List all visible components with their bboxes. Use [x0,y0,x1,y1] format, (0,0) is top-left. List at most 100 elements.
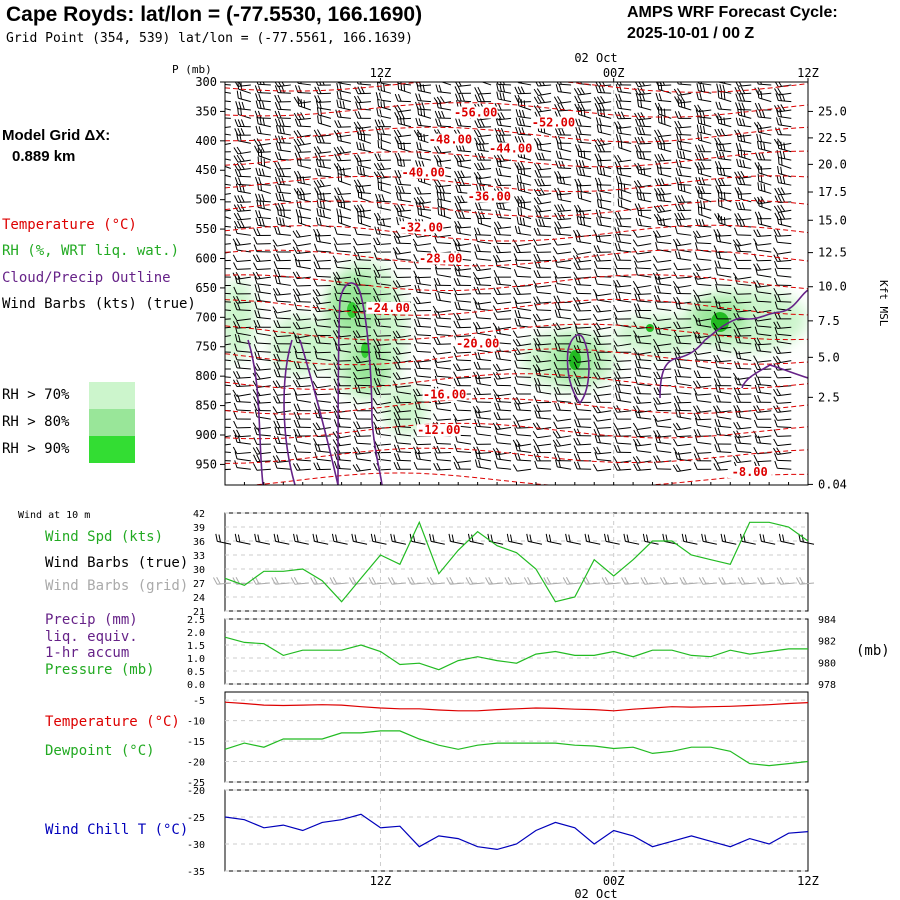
barb-flag [780,187,786,195]
wind-barb [674,335,692,345]
barb-flag [413,429,418,437]
barb-flag [260,145,265,153]
barb-flag [774,88,779,96]
barb-flag [534,284,538,293]
wind-barb [755,152,772,161]
barb-staff [517,443,532,447]
wind-barb [225,243,231,246]
barb-staff [538,184,552,187]
barb-staff [598,190,612,195]
barb-flag [373,387,378,395]
barb-staff [697,293,712,297]
wind-barb [774,326,792,337]
barb-flag [613,405,618,413]
barb-flag [395,330,401,338]
legend-rh80-swatch [89,409,135,436]
barb-flag [277,207,279,215]
barb-flag [497,102,502,111]
barb-flag [652,397,658,405]
wind-barb [478,82,492,86]
barb-flag [613,304,618,312]
wind-barb [475,176,492,186]
barb-flag [596,107,600,116]
wind-barb [614,384,632,395]
barb-staff [316,318,331,321]
wind-barb [574,419,592,428]
wind-barb [273,412,291,421]
label-1hr-accum: 1-hr accum [45,645,130,661]
barb-flag [714,128,719,137]
barb-staff [637,259,652,263]
barb-flag [618,93,622,102]
barb-flag [240,128,245,136]
wind-barb [255,209,271,220]
barb-flag [337,120,342,128]
barb-staff [518,189,532,195]
wind-barb [533,302,552,312]
barb-staff [697,268,712,272]
barb-flag [776,175,780,183]
barb-flag [314,351,318,359]
wind-barb [225,157,231,161]
barb-flag [374,226,378,235]
barb-flag [339,133,342,142]
wind-barb [373,237,391,246]
wind-barb [254,276,271,286]
wind-barb [253,437,271,445]
barb-staff [577,318,592,321]
barb-flag [739,133,743,142]
barb-flag [737,82,742,87]
barb-flag [454,301,458,310]
barb-flag [282,218,285,226]
barb-staff [737,384,752,387]
barb-flag [517,226,521,234]
wind-barb [774,234,792,245]
wind-barb [672,238,692,247]
barb-flag [636,429,641,437]
barb-flag [758,109,762,118]
wind-barb [337,214,352,228]
barb-flag [632,405,638,413]
barb-staff [778,142,792,147]
barb-flag [374,351,378,359]
barb-flag [757,385,762,393]
barb-flag [319,179,325,187]
barb-staff [396,401,411,404]
barb-flag [614,292,618,301]
barb-flag [217,286,221,293]
barb-flag [637,87,642,95]
barb-flag [673,395,678,404]
barb-flag [354,267,358,276]
barb-flag [374,318,378,326]
barb-flag [256,228,261,236]
wind-barb [493,412,512,420]
barb-flag [740,108,743,116]
barb-flag [252,389,258,397]
barb-flag [518,117,522,126]
barb-flag [495,167,499,176]
barb-flag [522,118,526,126]
barb-staff [518,172,532,178]
wind-barb [474,410,492,420]
barb-flag [615,93,619,102]
barb-flag [720,116,723,125]
barb-flag [239,133,242,142]
barb-flag [614,234,618,242]
barb-flag [314,335,318,344]
barb-flag [532,355,538,363]
wind-barb [256,116,271,128]
wind-barb [512,347,532,356]
barb-staff [557,259,572,263]
wind-barb [694,302,712,312]
barb-flag [562,176,566,185]
wind-barb [634,335,652,345]
barb-staff [457,359,472,362]
barb-flag [594,276,598,285]
wind-barb [394,426,412,437]
barb-flag [373,345,378,353]
barb-flag [620,182,623,191]
wind-barb [293,403,311,412]
wind-barb [357,215,372,228]
barb-flag [517,165,520,174]
barb-staff [336,259,351,263]
